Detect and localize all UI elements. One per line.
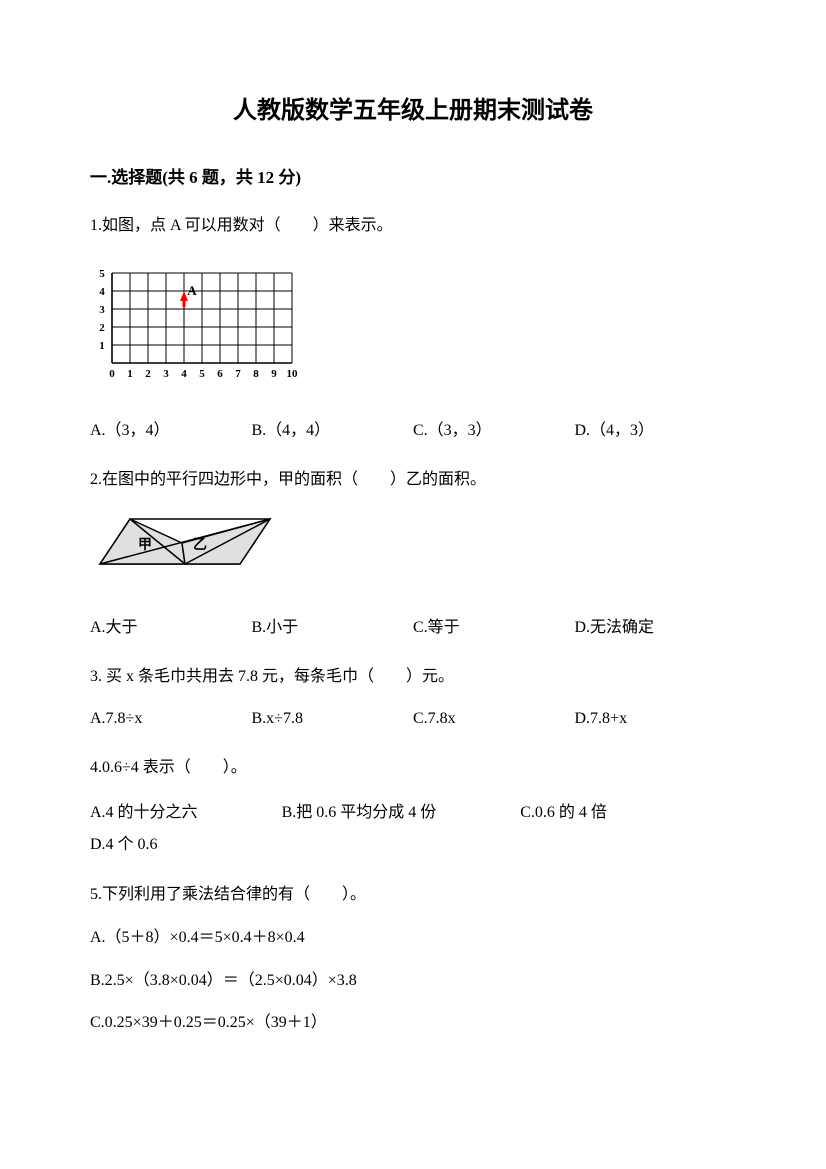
svg-text:A: A (187, 283, 197, 298)
q5-options: A.（5＋8）×0.4＝5×0.4＋8×0.4 B.2.5×（3.8×0.04）… (90, 924, 736, 1038)
svg-text:2: 2 (99, 322, 105, 334)
question-5: 5.下列利用了乘法结合律的有（ ）。 A.（5＋8）×0.4＝5×0.4＋8×0… (90, 881, 736, 1038)
svg-text:10: 10 (287, 368, 299, 380)
section-header: 一.选择题(共 6 题，共 12 分) (90, 163, 736, 194)
svg-text:8: 8 (253, 368, 259, 380)
q3-optD: D.7.8+x (575, 705, 737, 734)
q1-optD: D.（4，3） (575, 417, 737, 446)
svg-text:3: 3 (163, 368, 169, 380)
q5-optC: C.0.25×39＋0.25＝0.25×（39＋1） (90, 1009, 736, 1038)
q2-optD: D.无法确定 (575, 614, 737, 643)
q3-optB: B.x÷7.8 (252, 705, 414, 734)
question-3: 3. 买 x 条毛巾共用去 7.8 元，每条毛巾（ ）元。 A.7.8÷x B.… (90, 663, 736, 735)
q2-text: 2.在图中的平行四边形中，甲的面积（ ）乙的面积。 (90, 466, 736, 495)
question-4: 4.0.6÷4 表示（ ）。 A.4 的十分之六 B.把 0.6 平均分成 4 … (90, 754, 736, 861)
q5-optA: A.（5＋8）×0.4＝5×0.4＋8×0.4 (90, 924, 736, 953)
page-title: 人教版数学五年级上册期末测试卷 (90, 90, 736, 133)
q2-options: A.大于 B.小于 C.等于 D.无法确定 (90, 614, 736, 643)
q3-optA: A.7.8÷x (90, 705, 252, 734)
q1-grid-chart: 01234567891012345A (90, 255, 736, 396)
q1-optC: C.（3，3） (413, 417, 575, 446)
svg-text:5: 5 (199, 368, 205, 380)
q1-options: A.（3，4） B.（4，4） C.（3，3） D.（4，3） (90, 417, 736, 446)
q3-text: 3. 买 x 条毛巾共用去 7.8 元，每条毛巾（ ）元。 (90, 663, 736, 692)
q1-text: 1.如图，点 A 可以用数对（ ）来表示。 (90, 212, 736, 241)
q4-options: A.4 的十分之六 B.把 0.6 平均分成 4 份 C.0.6 的 4 倍 D… (90, 797, 736, 861)
q2-figure: 甲乙 (90, 509, 736, 590)
q2-optC: C.等于 (413, 614, 575, 643)
svg-text:乙: 乙 (193, 537, 207, 553)
question-1: 1.如图，点 A 可以用数对（ ）来表示。 01234567891012345A… (90, 212, 736, 446)
q4-optA: A.4 的十分之六 (90, 797, 198, 829)
q1-optA: A.（3，4） (90, 417, 252, 446)
q3-options: A.7.8÷x B.x÷7.8 C.7.8x D.7.8+x (90, 705, 736, 734)
q4-optB: B.把 0.6 平均分成 4 份 (282, 797, 437, 829)
q3-optC: C.7.8x (413, 705, 575, 734)
svg-text:5: 5 (99, 268, 105, 280)
svg-text:3: 3 (99, 304, 105, 316)
svg-text:7: 7 (235, 368, 241, 380)
q2-optA: A.大于 (90, 614, 252, 643)
q4-text: 4.0.6÷4 表示（ ）。 (90, 754, 736, 783)
svg-text:0: 0 (109, 368, 115, 380)
q5-text: 5.下列利用了乘法结合律的有（ ）。 (90, 881, 736, 910)
svg-text:4: 4 (181, 368, 187, 380)
q1-optB: B.（4，4） (252, 417, 414, 446)
svg-text:1: 1 (127, 368, 133, 380)
question-2: 2.在图中的平行四边形中，甲的面积（ ）乙的面积。 甲乙 A.大于 B.小于 C… (90, 466, 736, 642)
svg-text:4: 4 (99, 286, 105, 298)
q2-optB: B.小于 (252, 614, 414, 643)
svg-text:1: 1 (99, 340, 105, 352)
svg-text:9: 9 (271, 368, 277, 380)
q4-optC: C.0.6 的 4 倍 (520, 797, 607, 829)
q5-optB: B.2.5×（3.8×0.04）＝（2.5×0.04）×3.8 (90, 967, 736, 996)
svg-text:6: 6 (217, 368, 223, 380)
svg-text:甲: 甲 (138, 537, 152, 553)
q4-optD: D.4 个 0.6 (90, 829, 158, 861)
svg-text:2: 2 (145, 368, 151, 380)
